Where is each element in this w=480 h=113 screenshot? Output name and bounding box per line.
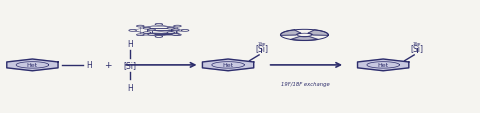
- Circle shape: [148, 30, 156, 32]
- Circle shape: [148, 34, 156, 36]
- Text: ¹⁸F: ¹⁸F: [412, 42, 421, 47]
- Text: Het: Het: [378, 63, 389, 68]
- Circle shape: [167, 32, 175, 34]
- Polygon shape: [7, 60, 58, 71]
- Polygon shape: [281, 31, 301, 36]
- Text: H: H: [86, 61, 92, 70]
- Circle shape: [174, 26, 181, 28]
- Text: Het: Het: [27, 63, 38, 68]
- Text: ¹⁹F: ¹⁹F: [257, 42, 266, 47]
- Circle shape: [181, 30, 189, 32]
- Circle shape: [172, 30, 180, 32]
- Circle shape: [143, 32, 151, 34]
- Polygon shape: [308, 31, 328, 36]
- Text: [Si]: [Si]: [124, 61, 137, 70]
- Circle shape: [129, 30, 136, 32]
- Text: H: H: [127, 83, 133, 92]
- Text: H: H: [127, 39, 133, 48]
- Circle shape: [136, 35, 144, 36]
- Polygon shape: [358, 60, 409, 71]
- Circle shape: [136, 26, 144, 28]
- Circle shape: [155, 24, 163, 26]
- Circle shape: [155, 36, 163, 38]
- Polygon shape: [291, 37, 318, 41]
- Circle shape: [174, 35, 181, 36]
- Circle shape: [172, 34, 180, 36]
- Text: 19F/18F exchange: 19F/18F exchange: [281, 82, 330, 87]
- Text: +: +: [104, 61, 111, 70]
- Text: Het: Het: [223, 63, 234, 68]
- Circle shape: [143, 28, 151, 30]
- Text: [Si]: [Si]: [410, 44, 423, 53]
- Text: [Si]: [Si]: [255, 44, 268, 53]
- Polygon shape: [203, 60, 254, 71]
- Circle shape: [167, 28, 175, 30]
